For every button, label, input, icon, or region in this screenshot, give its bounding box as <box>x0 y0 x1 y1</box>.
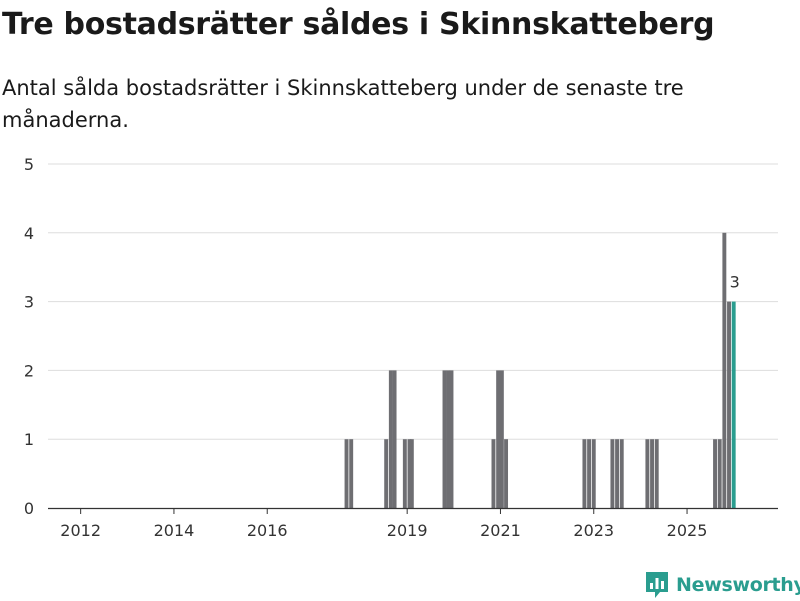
bar <box>504 439 509 508</box>
bar <box>654 439 659 508</box>
x-tick-label: 2016 <box>247 521 288 540</box>
bar <box>591 439 596 508</box>
bar <box>587 439 592 508</box>
x-tick-label: 2025 <box>667 521 708 540</box>
y-tick-label: 2 <box>24 361 34 380</box>
bar <box>499 370 504 508</box>
y-tick-label: 1 <box>24 430 34 449</box>
page-subtitle: Antal sålda bostadsrätter i Skinnskatteb… <box>2 76 684 132</box>
bar <box>645 439 650 508</box>
bar <box>349 439 354 508</box>
brand-logo[interactable]: Newsworthy <box>644 569 800 601</box>
grid-layer <box>48 163 778 440</box>
bar <box>392 370 397 508</box>
y-tick-label: 0 <box>24 499 34 518</box>
bar <box>409 439 414 508</box>
y-tick-label: 4 <box>24 224 34 243</box>
y-tick-label: 5 <box>24 155 34 174</box>
brand-name: Newsworthy <box>676 574 800 596</box>
y-tick-label: 3 <box>24 293 34 312</box>
bar <box>491 439 496 508</box>
x-tick-label: 2014 <box>154 521 195 540</box>
bar <box>727 301 731 508</box>
bar-layer: 3 <box>344 232 740 509</box>
bar <box>615 439 620 508</box>
bar-highlight <box>731 301 736 508</box>
bar <box>344 439 349 508</box>
bar <box>442 370 447 508</box>
x-tick-label: 2023 <box>573 521 614 540</box>
bar <box>388 370 393 508</box>
bar <box>722 232 727 509</box>
page-title: Tre bostadsrätter såldes i Skinnskattebe… <box>2 7 715 42</box>
bar <box>610 439 615 508</box>
bar <box>717 439 722 508</box>
bar <box>713 439 717 508</box>
bar <box>446 370 451 508</box>
bar <box>402 439 407 508</box>
x-tick-label: 2012 <box>60 521 101 540</box>
axis-layer: 0 1 2 3 4 5 2012 2014 2016 2019 2021 2023 2025 <box>24 155 778 540</box>
bar <box>650 439 655 508</box>
bar <box>449 370 454 508</box>
bar <box>407 439 412 508</box>
bar <box>384 439 389 508</box>
x-tick-label: 2019 <box>387 521 428 540</box>
x-tick-label: 2021 <box>480 521 521 540</box>
bar <box>496 370 501 508</box>
bar-chart-logo-icon <box>646 572 668 598</box>
bar <box>619 439 624 508</box>
bar <box>582 439 587 508</box>
data-label: 3 <box>730 273 740 292</box>
